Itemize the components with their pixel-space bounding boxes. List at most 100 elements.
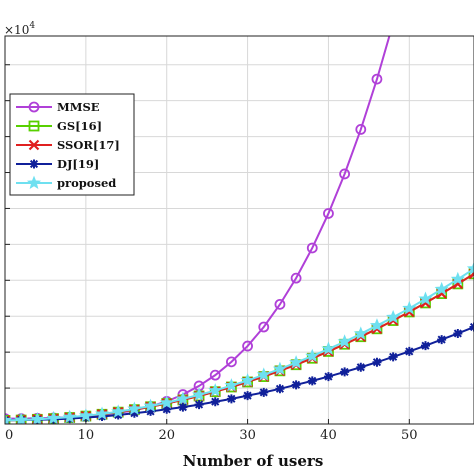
data-point bbox=[94, 406, 110, 420]
series-line bbox=[5, 272, 474, 422]
data-point bbox=[389, 19, 398, 28]
data-point bbox=[259, 387, 269, 397]
data-point bbox=[226, 394, 236, 404]
data-point bbox=[356, 362, 366, 372]
data-point bbox=[404, 346, 414, 356]
data-point bbox=[468, 268, 474, 280]
data-point bbox=[372, 357, 382, 367]
data-point bbox=[307, 376, 317, 386]
series-line bbox=[5, 326, 474, 422]
data-point bbox=[355, 124, 367, 135]
series-proposed bbox=[5, 261, 474, 424]
data-point bbox=[178, 402, 188, 412]
x-tick-label: 0 bbox=[5, 428, 13, 443]
data-point bbox=[159, 395, 174, 409]
series-ssor-17 bbox=[5, 268, 474, 424]
data-point bbox=[129, 408, 139, 418]
data-point bbox=[321, 341, 336, 355]
legend-item: GS[16] bbox=[16, 119, 102, 133]
series-mmse bbox=[5, 19, 398, 424]
series-dj-19 bbox=[5, 322, 474, 424]
data-point bbox=[323, 208, 334, 219]
plot-frame bbox=[4, 35, 474, 425]
data-point bbox=[224, 378, 239, 392]
data-point bbox=[453, 328, 463, 338]
data-point bbox=[28, 120, 40, 132]
data-point bbox=[162, 404, 172, 414]
series-line bbox=[5, 272, 474, 422]
legend-label: MMSE bbox=[57, 100, 100, 114]
data-point bbox=[258, 321, 270, 333]
data-point bbox=[226, 356, 237, 368]
data-point bbox=[14, 412, 29, 424]
data-point bbox=[418, 291, 433, 305]
legend-item: DJ[19] bbox=[16, 157, 99, 171]
data-point bbox=[240, 373, 255, 387]
data-point bbox=[388, 352, 398, 362]
y-exponent-label: ×104 bbox=[4, 21, 35, 37]
data-point bbox=[28, 139, 40, 151]
data-point bbox=[208, 383, 223, 397]
data-point bbox=[62, 409, 77, 424]
data-point bbox=[28, 101, 40, 113]
x-tick-label: 10 bbox=[78, 428, 95, 443]
series-gs-16 bbox=[5, 268, 474, 424]
data-point bbox=[272, 361, 287, 376]
data-point bbox=[339, 168, 351, 180]
data-point bbox=[175, 391, 190, 405]
data-point bbox=[353, 326, 368, 340]
data-point bbox=[289, 355, 304, 369]
data-point bbox=[337, 334, 352, 348]
data-point bbox=[466, 261, 474, 275]
data-point bbox=[46, 410, 61, 424]
data-point bbox=[143, 398, 158, 413]
data-point bbox=[113, 410, 123, 420]
legend-label: proposed bbox=[57, 176, 116, 190]
data-point bbox=[146, 406, 156, 416]
y-exponent-power: 4 bbox=[29, 21, 35, 31]
data-point bbox=[306, 242, 318, 254]
data-point bbox=[26, 175, 42, 190]
data-point bbox=[256, 367, 271, 381]
y-exponent-base: ×10 bbox=[4, 23, 29, 37]
series-layer bbox=[5, 19, 474, 424]
data-point bbox=[340, 367, 350, 377]
data-point bbox=[386, 309, 401, 324]
x-tick-label: 40 bbox=[320, 428, 337, 443]
x-tick-label: 20 bbox=[158, 428, 175, 443]
tick-labels: 0 10 20 30 40 50 bbox=[4, 64, 418, 443]
data-point bbox=[5, 412, 13, 424]
data-point bbox=[194, 400, 204, 410]
series-line bbox=[5, 36, 391, 420]
data-point bbox=[434, 281, 449, 296]
data-point bbox=[420, 341, 430, 351]
legend-item: proposed bbox=[16, 175, 116, 190]
data-point bbox=[29, 159, 39, 169]
data-point bbox=[369, 318, 385, 332]
data-point bbox=[111, 404, 126, 418]
data-point bbox=[291, 380, 301, 390]
data-point bbox=[450, 271, 465, 286]
data-point bbox=[210, 397, 220, 407]
data-point bbox=[78, 408, 93, 422]
data-point bbox=[437, 335, 447, 345]
data-point bbox=[209, 369, 221, 381]
data-point bbox=[192, 387, 207, 401]
legend: MMSE GS[16] SSOR[17] DJ[19] proposed bbox=[9, 93, 135, 196]
data-point bbox=[30, 411, 45, 424]
x-tick-label: 50 bbox=[401, 428, 418, 443]
data-point bbox=[469, 322, 474, 332]
data-point bbox=[275, 384, 285, 394]
data-point bbox=[127, 401, 142, 415]
legend-label: GS[16] bbox=[57, 119, 102, 133]
data-point bbox=[371, 73, 383, 85]
data-point bbox=[402, 300, 417, 315]
legend-label: DJ[19] bbox=[57, 157, 99, 171]
data-point bbox=[242, 340, 253, 352]
data-point bbox=[323, 372, 333, 382]
legend-item: MMSE bbox=[16, 100, 100, 114]
data-point bbox=[290, 272, 302, 284]
legend-label: SSOR[17] bbox=[57, 138, 120, 152]
data-point bbox=[243, 391, 253, 401]
legend-item: SSOR[17] bbox=[16, 138, 120, 152]
